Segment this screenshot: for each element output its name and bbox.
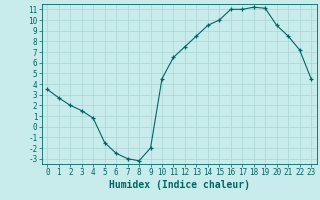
- X-axis label: Humidex (Indice chaleur): Humidex (Indice chaleur): [109, 180, 250, 190]
